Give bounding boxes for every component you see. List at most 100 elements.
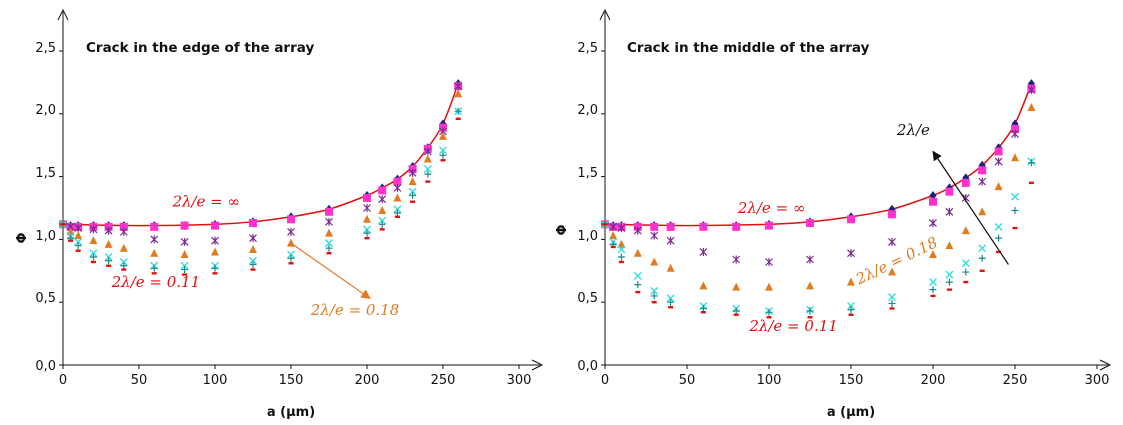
data-point-asterisk	[89, 225, 98, 234]
data-point-cross	[1011, 192, 1019, 201]
data-point-dash	[106, 264, 112, 267]
data-point-cross	[961, 259, 970, 268]
data-point-asterisk	[104, 226, 113, 235]
data-point-asterisk	[929, 219, 937, 228]
data-point-dash	[618, 260, 624, 264]
data-point-square	[765, 221, 773, 230]
data-point-triangle	[617, 239, 626, 248]
right-y-tick-label: 2,5	[577, 41, 598, 56]
data-point-triangle	[945, 241, 954, 250]
data-point-asterisk	[1027, 85, 1036, 94]
data-point-dash	[766, 316, 772, 319]
right-y-tick-label: 0,0	[577, 359, 598, 374]
right-x-tick-label: 300	[1085, 373, 1110, 388]
data-point-cross	[888, 293, 896, 302]
data-point-plus	[634, 281, 642, 289]
data-point-dash	[1012, 226, 1018, 230]
data-point-triangle	[393, 193, 402, 202]
data-point-cross	[650, 286, 659, 295]
data-point-plus	[74, 242, 82, 250]
data-point-triangle	[211, 247, 219, 256]
data-point-cross	[423, 165, 432, 174]
data-point-triangle	[961, 226, 970, 235]
data-point-dash	[889, 307, 895, 310]
data-point-square	[325, 207, 333, 216]
data-point-triangle	[325, 228, 333, 237]
data-point-plus	[847, 306, 855, 314]
data-point-cross	[325, 239, 333, 248]
data-point-square	[287, 215, 295, 224]
data-point-asterisk	[633, 226, 642, 235]
data-point-cross	[378, 216, 387, 225]
right-y-tick-label: 0,5	[577, 291, 598, 306]
data-point-dash	[651, 301, 657, 304]
data-point-triangle	[423, 154, 432, 163]
data-point-cross	[104, 252, 113, 261]
left-fit-curve	[62, 83, 459, 227]
data-point-triangle	[847, 277, 855, 286]
data-point-triangle	[378, 206, 387, 215]
data-point-plus	[1027, 159, 1035, 167]
data-point-square	[211, 221, 219, 230]
right-chart: 0,0 0,5 1,0 1,5 2,0 2,5 0 50 100 150 200…	[555, 8, 1112, 420]
data-point-plus	[89, 253, 97, 261]
left-x-tick-label: 250	[431, 373, 456, 388]
data-point-dash	[288, 262, 294, 265]
left-y-tick-label: 0,0	[35, 359, 56, 374]
data-point-triangle	[732, 282, 741, 291]
data-point-triangle	[249, 244, 257, 253]
data-point-cross	[119, 258, 128, 267]
left-annotation-label: 2λ/e = ∞	[171, 193, 240, 211]
data-point-plus	[249, 261, 257, 269]
data-point-plus	[363, 229, 371, 237]
left-x-tick-label: 150	[279, 373, 304, 388]
data-point-triangle	[150, 248, 159, 257]
data-point-asterisk	[888, 237, 896, 246]
data-point-square	[150, 222, 159, 231]
data-point-asterisk	[363, 204, 371, 212]
data-point-dash	[1028, 181, 1034, 185]
data-point-cross	[978, 244, 987, 253]
data-point-dash	[996, 250, 1002, 254]
data-point-cross	[287, 250, 295, 259]
data-point-dash	[121, 268, 127, 271]
data-point-square	[699, 222, 708, 231]
data-point-dash	[425, 180, 431, 183]
data-point-dash	[979, 269, 985, 272]
data-point-cross	[249, 256, 257, 265]
data-point-asterisk	[1011, 129, 1019, 138]
data-point-asterisk	[325, 217, 333, 226]
right-annotation-label: 2λ/e = 0.11	[748, 317, 837, 335]
data-point-dash	[364, 236, 370, 240]
data-point-dash	[379, 228, 385, 231]
data-point-triangle	[454, 89, 463, 98]
data-point-triangle	[408, 177, 417, 186]
data-point-square	[119, 222, 128, 231]
data-point-triangle	[666, 263, 675, 272]
data-point-dash	[182, 273, 188, 276]
data-point-dash	[250, 268, 256, 271]
data-point-square	[249, 219, 257, 228]
data-point-dash	[610, 245, 616, 249]
data-point-triangle	[74, 231, 83, 240]
data-point-triangle	[119, 243, 128, 252]
data-point-dash	[700, 311, 706, 314]
data-point-triangle	[439, 131, 447, 140]
data-point-square	[994, 147, 1003, 156]
data-point-plus	[995, 234, 1003, 242]
data-point-triangle	[888, 267, 896, 276]
data-point-plus	[929, 286, 937, 294]
data-point-asterisk	[287, 227, 295, 236]
data-point-plus	[617, 253, 625, 261]
data-point-asterisk	[249, 234, 257, 243]
data-point-plus	[150, 264, 158, 272]
data-point-plus	[325, 244, 333, 252]
left-annotation-label: 2λ/e = 0.18	[310, 301, 399, 319]
data-point-cross	[74, 237, 83, 246]
right-x-tick-label: 200	[921, 373, 946, 388]
left-y-tick-label: 1,0	[35, 229, 56, 244]
right-chart-title: Crack in the middle of the array	[627, 40, 870, 56]
left-y-tick-label: 1,5	[35, 166, 56, 181]
data-point-plus	[650, 292, 658, 300]
data-point-dash	[807, 316, 813, 319]
